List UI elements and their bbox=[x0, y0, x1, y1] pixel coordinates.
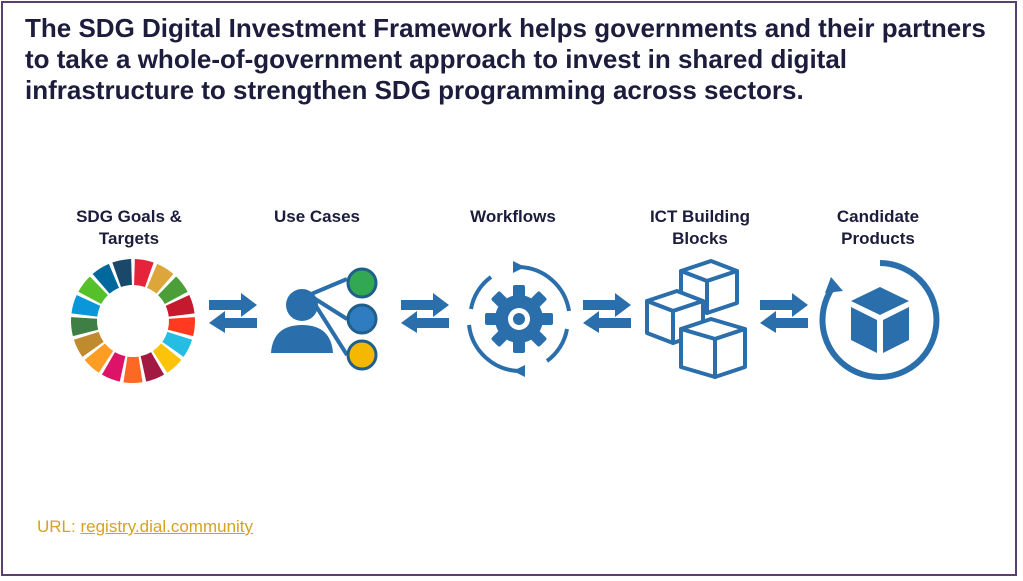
bidirectional-arrow-icon bbox=[401, 293, 449, 333]
step-label-candidate-products: Candidate Products bbox=[836, 207, 920, 248]
workflow-gear-icon bbox=[467, 261, 571, 377]
sdg-wheel-segment bbox=[162, 331, 193, 357]
step-label-workflows: Workflows bbox=[470, 207, 556, 226]
url-prefix: URL: bbox=[37, 517, 81, 536]
step-label-use-cases: Use Cases bbox=[273, 207, 360, 226]
sdg-wheel-icon bbox=[71, 259, 195, 383]
url-line: URL: registry.dial.community bbox=[37, 517, 253, 537]
sdg-wheel-segment bbox=[112, 259, 132, 288]
sdg-wheel-segment bbox=[140, 352, 165, 382]
sdg-wheel-segment bbox=[84, 343, 114, 373]
bidirectional-arrow-icon bbox=[760, 293, 808, 333]
sdg-wheel-segment bbox=[167, 317, 195, 337]
bidirectional-arrow-icon bbox=[209, 293, 257, 333]
sdg-wheel-segment bbox=[78, 276, 108, 304]
sdg-wheel-segment bbox=[71, 317, 99, 337]
sdg-wheel-segment bbox=[71, 295, 101, 317]
bidirectional-arrow-icon bbox=[583, 293, 631, 333]
sdg-wheel-segment bbox=[92, 263, 119, 294]
building-blocks-icon bbox=[645, 259, 747, 379]
sdg-wheel-segment bbox=[147, 263, 174, 294]
product-box-icon bbox=[819, 260, 940, 380]
sdg-wheel-segment bbox=[123, 356, 143, 383]
sdg-wheel-segment bbox=[73, 331, 104, 357]
sdg-wheel-segment bbox=[158, 276, 188, 304]
sdg-wheel-segment bbox=[134, 259, 154, 288]
step-label-ict-building-blocks: ICT Building Blocks bbox=[649, 207, 751, 248]
sdg-wheel-segment bbox=[101, 352, 126, 382]
sdg-wheel-segment bbox=[165, 295, 195, 317]
use-cases-icon bbox=[271, 267, 378, 371]
step-label-sdg-goals: SDG Goals & Targets bbox=[76, 207, 182, 248]
sdg-wheel-segment bbox=[152, 343, 182, 373]
registry-link[interactable]: registry.dial.community bbox=[80, 517, 254, 536]
headline: The SDG Digital Investment Framework hel… bbox=[25, 13, 986, 105]
